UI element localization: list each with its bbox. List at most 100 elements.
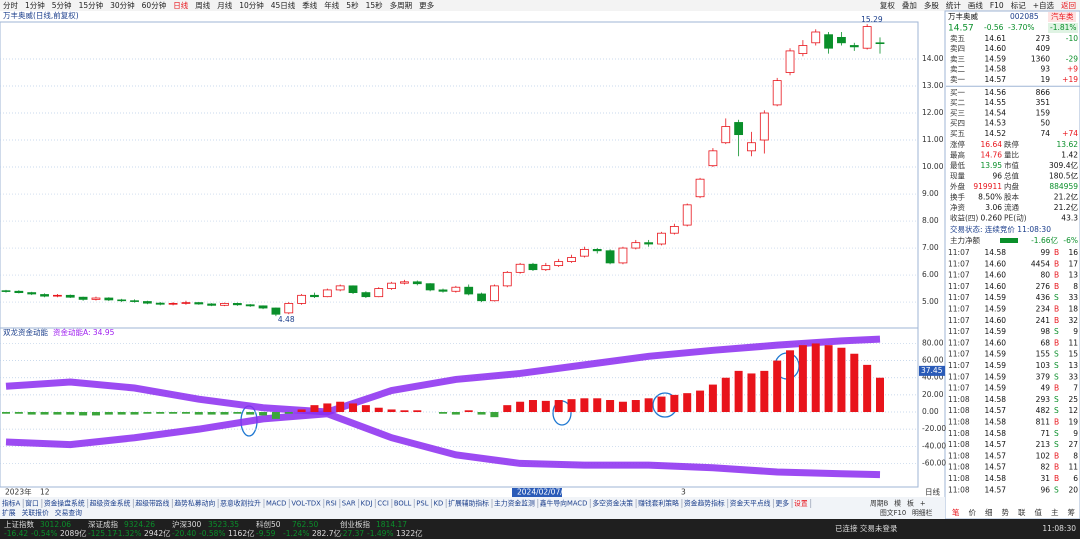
indicator-tab[interactable]: 恶意收割拉升	[220, 499, 261, 508]
period-button[interactable]: 年线	[324, 0, 339, 10]
index-change: -16.42	[4, 529, 28, 538]
panel-tab[interactable]: 扩展	[2, 508, 16, 517]
indicator-tab[interactable]: 设置	[794, 499, 808, 508]
index-name: 创业板指	[340, 519, 370, 529]
index-amount: 282.7亿	[312, 528, 341, 538]
indicator-tab[interactable]: RSI	[326, 500, 337, 508]
detail-tab[interactable]: 联	[1018, 508, 1026, 517]
indicator-tab[interactable]: 多空资金决策	[592, 499, 633, 508]
tool-button[interactable]: 叠加	[902, 0, 917, 10]
tool-button[interactable]: 多股	[924, 0, 939, 10]
period-button[interactable]: 30分钟	[110, 0, 135, 10]
period-button[interactable]: 60分钟	[142, 0, 167, 10]
period-button[interactable]: 1分钟	[25, 0, 45, 10]
histogram-bar	[40, 412, 49, 415]
period-button[interactable]: 分时	[3, 0, 18, 10]
indicator-tab[interactable]: 鑫牛导向MACD	[540, 499, 588, 508]
footer-link[interactable]: 图文F10	[880, 508, 906, 517]
period-button[interactable]: 日线	[173, 0, 188, 10]
tool-button[interactable]: 标记	[1011, 0, 1027, 10]
book-label: 买一	[950, 88, 965, 97]
indicator-tab[interactable]: 资金操盘系统	[44, 499, 85, 508]
index-change: -27.37	[340, 529, 364, 538]
candle-body	[258, 305, 268, 309]
histogram-bar	[349, 403, 358, 413]
indicator-tab[interactable]: SAR	[342, 500, 356, 508]
tool-button[interactable]: 返回	[1061, 1, 1076, 10]
period-button[interactable]: 15分钟	[79, 0, 104, 10]
tick-side: S	[1054, 429, 1059, 438]
tool-button[interactable]: 复权	[880, 0, 895, 10]
detail-tab[interactable]: 笔	[952, 507, 960, 517]
indicator-tab[interactable]: 扩展辅助指标	[448, 499, 489, 508]
y-tick-label: 5.00	[922, 297, 939, 306]
indicator-tab[interactable]: MACD	[266, 500, 286, 508]
candle-body	[541, 265, 551, 271]
tick-side: B	[1054, 418, 1059, 427]
tool-button[interactable]: +自选	[1033, 0, 1055, 10]
indicator-tab[interactable]: CCI	[377, 500, 389, 508]
y-tick-label: 10.00	[922, 162, 944, 171]
candle-body	[579, 249, 589, 257]
indicator-tab[interactable]: 主力资金监测	[494, 499, 535, 508]
stat-value: 884959	[1049, 182, 1078, 191]
indicator-tab[interactable]: 资金趋势指标	[684, 499, 725, 508]
period-button[interactable]: 周线	[195, 0, 210, 10]
indicator-tab[interactable]: VOL-TDX	[291, 500, 321, 508]
tick-volume: 379	[1036, 372, 1051, 381]
candle-body	[220, 303, 229, 306]
histogram-bar	[259, 412, 268, 416]
histogram-bar	[516, 401, 525, 413]
indicator-tab[interactable]: 超级带路线	[135, 499, 169, 508]
period-button[interactable]: 月线	[217, 0, 232, 10]
detail-tab[interactable]: 势	[1002, 507, 1010, 517]
period-button[interactable]: 10分钟	[239, 0, 264, 10]
indicator-tab[interactable]: BOLL	[394, 500, 412, 508]
histogram-bar	[593, 398, 602, 413]
detail-tab[interactable]: 主	[1051, 507, 1059, 517]
indicator-tab[interactable]: 赚钱套利策略	[638, 499, 679, 508]
footer-link[interactable]: 明细栏	[912, 508, 933, 517]
tool-button[interactable]: F10	[990, 1, 1004, 10]
tool-button[interactable]: 统计	[946, 0, 961, 10]
histogram-bar	[580, 398, 589, 413]
tick-count: 13	[1068, 361, 1078, 370]
period-button[interactable]: 多周期	[390, 0, 413, 10]
indicator-tab[interactable]: 超级资金系统	[90, 499, 131, 508]
panel-tab[interactable]: 交易查询	[55, 508, 82, 517]
detail-tab[interactable]: 筹	[1068, 507, 1076, 517]
tick-time: 11:08	[948, 418, 970, 427]
indicator-tab[interactable]: KDJ	[361, 500, 373, 508]
y-tick-label: 8.00	[922, 216, 939, 225]
stat-value: 8.50%	[978, 193, 1002, 202]
detail-tab[interactable]: 价	[969, 508, 977, 517]
candle-body	[232, 303, 242, 306]
indicator-tab[interactable]: 指标A	[2, 499, 21, 508]
tick-time: 11:08	[948, 406, 970, 415]
period-button[interactable]: 45日线	[271, 0, 296, 10]
period-button[interactable]: 15秒	[366, 0, 384, 10]
stat-label: 涨停	[950, 139, 965, 149]
book-label: 买四	[950, 119, 965, 128]
indicator-tab[interactable]: 更多	[775, 499, 789, 508]
detail-tab[interactable]: 值	[1035, 507, 1043, 517]
period-button[interactable]: 季线	[302, 0, 317, 10]
indicator-tab[interactable]: 窗口	[25, 499, 39, 508]
template-tab[interactable]: 板	[907, 499, 914, 508]
stat-label: 总值	[1004, 171, 1019, 181]
period-button[interactable]: 更多	[419, 0, 434, 10]
indicator-tab[interactable]: KD	[434, 500, 444, 508]
book-volume: 273	[1036, 34, 1051, 43]
template-tab[interactable]: 模	[894, 499, 901, 508]
indicator-tab[interactable]: 资金天平点线	[730, 499, 771, 508]
period-button[interactable]: 5分钟	[52, 0, 72, 10]
tool-button[interactable]: 画线	[968, 0, 983, 10]
period-button[interactable]: 5秒	[346, 0, 359, 10]
book-label: 卖三	[950, 54, 965, 63]
indicator-tab[interactable]: 趋势私募动向	[174, 499, 215, 508]
template-tab[interactable]: +	[920, 500, 926, 508]
detail-tab[interactable]: 细	[985, 507, 993, 517]
template-tab[interactable]: 周期B	[870, 500, 889, 508]
panel-tab[interactable]: 关联报价	[22, 508, 49, 517]
indicator-tab[interactable]: PSL	[416, 500, 428, 508]
